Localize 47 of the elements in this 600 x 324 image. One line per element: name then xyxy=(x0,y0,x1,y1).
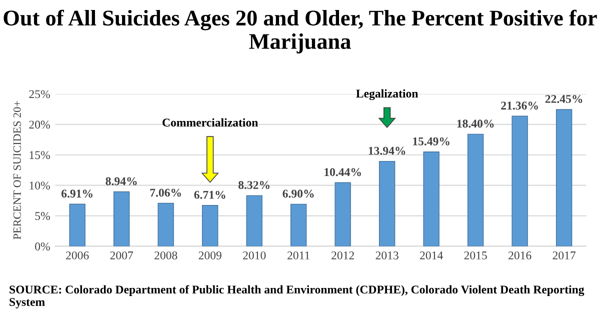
x-tick-label: 2015 xyxy=(464,251,487,260)
x-tick-label: 2014 xyxy=(420,251,443,260)
data-label: 6.91% xyxy=(61,190,92,198)
bar xyxy=(512,116,528,246)
chart-title: Out of All Suicides Ages 20 and Older, The Percent Positive for Marijuana xyxy=(4,10,597,54)
data-label: 18.40% xyxy=(457,120,494,128)
annotation: Legalization xyxy=(356,89,418,100)
data-label: 6.71% xyxy=(194,190,226,199)
x-tick-label: 2008 xyxy=(154,251,178,260)
x-tick-label: 2006 xyxy=(66,251,89,260)
x-tick-label: 2012 xyxy=(332,251,354,260)
y-tick-label: 5% xyxy=(35,212,50,220)
y-tick-label: 25% xyxy=(29,90,50,98)
x-tick-label: 2013 xyxy=(376,251,398,260)
x-tick-label: 2017 xyxy=(552,251,576,260)
x-tick-label: 2011 xyxy=(288,251,310,260)
bar xyxy=(334,182,351,246)
bar xyxy=(158,202,174,246)
bar xyxy=(423,152,440,246)
bar xyxy=(246,195,262,246)
x-tick-label: 2010 xyxy=(243,251,266,260)
data-label: 13.94% xyxy=(368,146,406,155)
bar xyxy=(556,109,572,246)
bar xyxy=(467,134,484,246)
bar xyxy=(290,204,307,246)
y-tick-label: 15% xyxy=(30,151,50,160)
data-label: 10.44% xyxy=(324,168,361,176)
y-tick-label: 0% xyxy=(35,242,50,250)
annotation: Commercialization xyxy=(162,118,258,127)
y-axis-title: PERCENT OF SUICIDES 20+ xyxy=(13,101,21,240)
data-label: 7.06% xyxy=(150,188,181,197)
y-tick-label: 10% xyxy=(30,182,50,190)
bar xyxy=(378,160,396,246)
bar xyxy=(202,205,218,246)
bar xyxy=(69,204,86,246)
data-label: 21.36% xyxy=(501,102,538,110)
source-note: SOURCE: Colorado Department of Public Health and Environment (CDPHE), Colorado Violent Death Reporting System xyxy=(10,285,584,308)
data-label: 8.32% xyxy=(238,181,270,190)
data-label: 15.49% xyxy=(413,137,450,146)
x-tick-label: 2007 xyxy=(110,251,134,260)
data-label: 8.94% xyxy=(106,177,137,186)
x-tick-label: 2016 xyxy=(508,251,532,260)
data-label: 22.45% xyxy=(545,94,582,103)
bar xyxy=(113,191,130,246)
data-label: 6.90% xyxy=(282,190,314,198)
y-tick-label: 20% xyxy=(29,120,50,129)
x-tick-label: 2009 xyxy=(198,251,222,260)
